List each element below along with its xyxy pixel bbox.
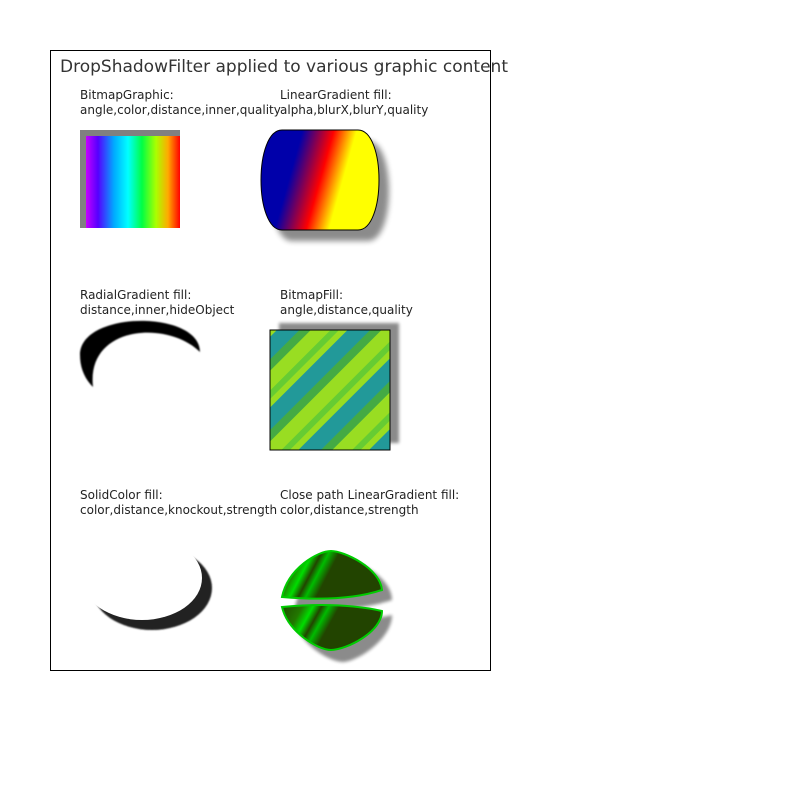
closed-path-shape	[282, 551, 392, 662]
linear-gradient-shape	[261, 130, 389, 241]
radial-gradient-shape	[80, 321, 200, 387]
bitmap-fill-shape	[270, 323, 399, 450]
bitmap-graphic-shape	[80, 130, 180, 228]
solid-color-shape	[82, 536, 212, 630]
